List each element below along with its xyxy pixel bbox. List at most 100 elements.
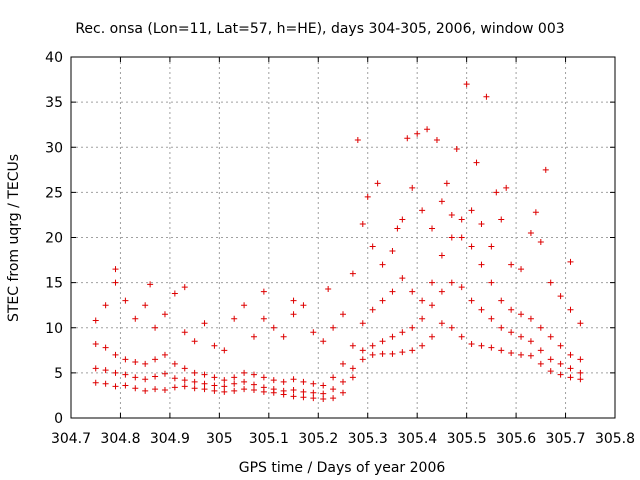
data-point: [340, 360, 346, 367]
y-tick-label: 25: [45, 185, 63, 201]
data-point: [349, 270, 356, 277]
data-point: [429, 302, 436, 309]
data-point: [280, 387, 287, 394]
data-point: [241, 378, 248, 385]
data-point: [221, 383, 228, 390]
data-point: [211, 382, 218, 389]
data-point: [369, 342, 376, 349]
data-point: [280, 333, 287, 340]
data-point: [142, 360, 149, 367]
x-tick-label: 304.8: [100, 431, 140, 447]
data-point: [458, 284, 465, 291]
data-point: [112, 383, 119, 390]
data-point: [374, 180, 381, 187]
data-point: [532, 209, 539, 216]
data-point: [448, 324, 455, 331]
data-point: [409, 324, 416, 331]
data-point: [488, 279, 495, 286]
x-tick-label: 304.7: [51, 431, 91, 447]
data-point: [369, 351, 376, 358]
data-point: [330, 324, 337, 331]
x-tick-label: 305.2: [298, 431, 338, 447]
data-point: [102, 367, 109, 374]
data-point: [399, 275, 406, 282]
data-point: [132, 374, 139, 381]
data-point: [241, 386, 248, 393]
data-point: [498, 324, 505, 331]
data-point: [577, 376, 584, 383]
data-point: [369, 243, 376, 250]
data-point: [340, 311, 346, 318]
data-point: [349, 365, 356, 372]
x-tick-label: 304.9: [150, 431, 190, 447]
data-point: [389, 248, 396, 255]
data-point: [181, 284, 188, 291]
data-point: [181, 383, 188, 390]
data-point: [112, 266, 119, 273]
data-point: [473, 159, 480, 166]
data-point: [433, 137, 440, 144]
data-point: [102, 302, 109, 309]
data-point: [537, 347, 544, 354]
data-point: [567, 258, 574, 265]
data-point: [300, 394, 307, 401]
data-point: [290, 311, 297, 318]
data-point: [508, 350, 515, 357]
data-point: [112, 351, 119, 358]
data-point: [567, 306, 574, 313]
data-point: [250, 387, 257, 394]
data-point: [379, 297, 386, 304]
data-point: [211, 374, 218, 381]
data-point: [300, 388, 307, 395]
data-point: [221, 388, 228, 395]
data-point: [448, 279, 455, 286]
y-tick-label: 10: [45, 321, 63, 337]
data-point: [394, 225, 401, 232]
x-tick-label: 305.6: [496, 431, 536, 447]
data-point: [260, 384, 267, 391]
data-point: [419, 297, 426, 304]
y-tick-label: 30: [45, 140, 63, 156]
data-point: [498, 347, 505, 354]
data-point: [330, 386, 337, 393]
data-point: [483, 93, 490, 100]
data-point: [152, 373, 159, 380]
grid-lines: [71, 57, 615, 418]
data-point: [290, 393, 297, 400]
data-points: [92, 81, 584, 403]
data-point: [463, 81, 470, 88]
axis-ticks: 304.7 304.8 304.9 305 305.1 305.2 305.3 305.4 30…: [45, 50, 635, 447]
data-point: [161, 311, 168, 318]
data-point: [161, 370, 168, 377]
data-point: [300, 302, 307, 309]
data-point: [191, 338, 198, 345]
data-point: [527, 338, 534, 345]
data-point: [122, 382, 129, 389]
data-point: [359, 220, 366, 227]
data-point: [260, 288, 267, 295]
data-point: [250, 371, 257, 378]
data-point: [369, 306, 376, 313]
data-point: [325, 285, 332, 292]
data-point: [438, 320, 445, 327]
data-point: [359, 320, 366, 327]
data-point: [424, 126, 431, 133]
data-point: [122, 356, 129, 363]
data-point: [478, 261, 485, 268]
data-point: [488, 315, 495, 322]
data-point: [379, 338, 386, 345]
data-point: [290, 297, 297, 304]
data-point: [527, 315, 534, 322]
data-point: [181, 329, 188, 336]
data-point: [557, 360, 564, 367]
data-point: [577, 320, 584, 327]
data-point: [290, 376, 297, 383]
data-point: [577, 356, 584, 363]
data-point: [231, 387, 238, 394]
data-point: [438, 252, 445, 259]
data-point: [537, 360, 544, 367]
data-point: [518, 266, 525, 273]
data-point: [92, 340, 99, 347]
data-point: [429, 333, 436, 340]
